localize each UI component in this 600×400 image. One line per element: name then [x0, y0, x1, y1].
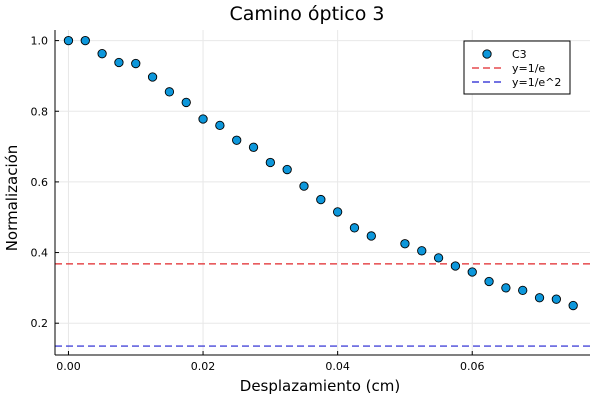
data-point [282, 164, 292, 175]
y-tick-label: 1.0 [31, 35, 49, 48]
data-point [349, 223, 360, 233]
y-axis-label: Normalización [3, 145, 21, 252]
data-point [501, 283, 511, 293]
data-point [299, 181, 309, 191]
data-point [433, 253, 444, 263]
data-point [534, 293, 545, 303]
data-point [467, 267, 477, 277]
x-axis-label: Desplazamiento (cm) [240, 377, 400, 395]
reference-lines [55, 263, 590, 347]
data-point [63, 35, 74, 46]
data-point [215, 120, 225, 131]
legend: C3y=1/ey=1/e^2 [463, 40, 571, 95]
legend-label: y=1/e^2 [512, 76, 561, 89]
data-point [181, 97, 191, 108]
x-tick-label: 0.06 [460, 360, 485, 373]
data-point [131, 58, 141, 69]
axis-ticks: 0.00 0.02 0.04 0.06 0.2 0.4 0.6 0.8 1.0 [31, 30, 590, 373]
data-point [198, 114, 208, 124]
data-point [147, 72, 158, 82]
data-point [80, 35, 90, 46]
data-point [568, 300, 578, 311]
data-points [63, 35, 578, 311]
data-point [551, 294, 562, 304]
y-tick-label: 0.2 [31, 317, 49, 330]
data-point [417, 246, 427, 256]
legend-label: y=1/e [512, 62, 545, 75]
data-point [518, 285, 528, 296]
y-tick-label: 0.8 [31, 105, 49, 118]
x-tick-label: 0.00 [56, 360, 81, 373]
data-point [332, 207, 343, 217]
legend-label: C3 [512, 48, 527, 61]
chart-title: Camino óptico 3 [229, 3, 384, 25]
data-point [97, 49, 107, 59]
legend-box [463, 40, 571, 95]
data-point [366, 231, 376, 241]
x-tick-label: 0.02 [191, 360, 216, 373]
data-point [164, 87, 175, 97]
data-point [316, 194, 326, 205]
data-point [450, 261, 461, 271]
y-tick-label: 0.4 [31, 247, 49, 260]
data-point [265, 157, 275, 168]
data-point [232, 135, 242, 145]
legend-marker [482, 49, 492, 59]
data-point [114, 57, 124, 68]
x-tick-label: 0.04 [325, 360, 350, 373]
data-point [484, 276, 494, 287]
data-point [248, 142, 259, 152]
data-point [400, 239, 410, 249]
y-tick-label: 0.6 [31, 176, 49, 189]
